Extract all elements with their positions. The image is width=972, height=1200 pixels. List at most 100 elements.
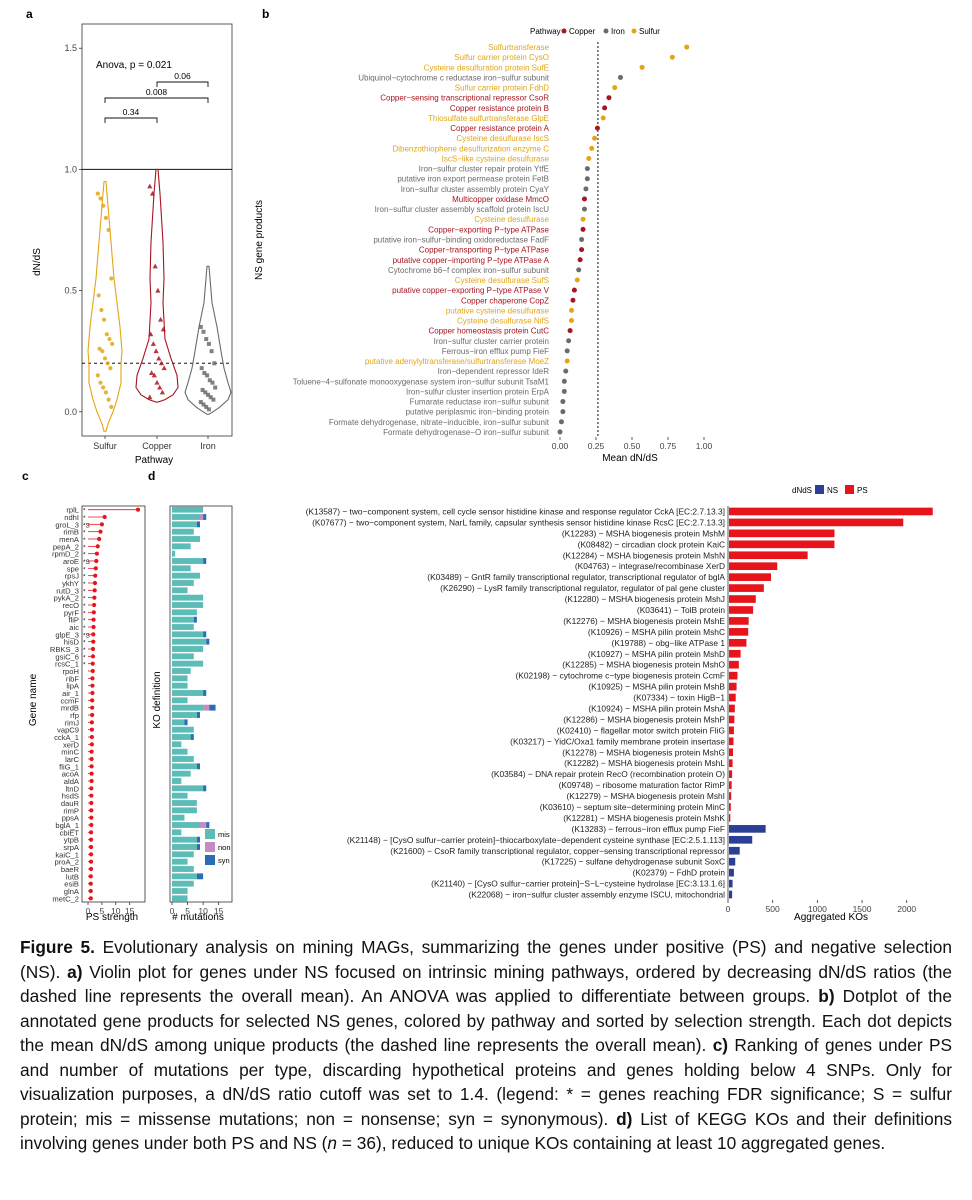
panel-c-frame bbox=[81, 505, 146, 903]
gene-name-label: RBKS_3 bbox=[50, 645, 79, 654]
mutation-bar-mis bbox=[172, 712, 197, 718]
gene-name-label: proA_2 bbox=[55, 858, 80, 867]
fdr-mark: * bbox=[83, 654, 86, 661]
ko-definition-label: (K04763) − integrase/recombinase XerD bbox=[575, 561, 725, 571]
gene-product-dot bbox=[583, 186, 589, 192]
ps-strength-dot bbox=[91, 624, 96, 630]
mutation-bar-mis bbox=[172, 660, 204, 667]
ko-definition-label: (K12279) − MSHA biogenesis protein MshI bbox=[566, 791, 725, 801]
iron-point bbox=[203, 390, 208, 395]
mutation-bar-mis bbox=[172, 558, 204, 564]
iron-point bbox=[198, 324, 203, 329]
gene-product-label: Sulfur carrier protein CysO bbox=[454, 53, 549, 62]
gene-product-dot bbox=[586, 155, 592, 161]
gene-name-label: pykA_2 bbox=[54, 594, 79, 603]
panel-c-ps-strength: Gene name PS strength rplL * ndhI * groL_3 *S… bbox=[28, 505, 146, 923]
significance-bracket bbox=[156, 81, 209, 87]
ps-strength-dot bbox=[89, 786, 94, 791]
panel-c-xtick-label: 0 bbox=[86, 906, 91, 916]
gene-name-label: pepA_2 bbox=[53, 542, 79, 551]
gene-name-label: baeR bbox=[61, 865, 80, 874]
ps-strength-dot bbox=[92, 588, 97, 593]
ko-bar-ps bbox=[729, 595, 756, 603]
gene-name-label: aic bbox=[69, 623, 79, 632]
gene-name-label: cbiET bbox=[60, 828, 80, 837]
legend-swatch-syn bbox=[205, 855, 215, 865]
fdr-mark: * bbox=[83, 640, 86, 647]
ko-definition-label: (K02410) − flagellar motor switch protei… bbox=[557, 725, 725, 735]
fdr-mark: * bbox=[83, 618, 86, 625]
fdr-mark: * bbox=[83, 610, 86, 617]
panel-c2-xtick-label: 0 bbox=[170, 906, 175, 916]
legend-label-copper: Copper bbox=[569, 27, 596, 36]
legend-swatch-ps bbox=[845, 485, 854, 494]
ko-bar-ns bbox=[729, 890, 733, 899]
mutation-bar-syn bbox=[203, 514, 207, 520]
fdr-mark: * bbox=[83, 603, 86, 610]
copper-point bbox=[147, 394, 153, 400]
iron-point bbox=[207, 378, 212, 383]
ko-bar-ps bbox=[729, 726, 734, 735]
mutation-bar-mis bbox=[172, 844, 197, 850]
mutation-bar-mis bbox=[172, 814, 185, 821]
ps-strength-dot bbox=[89, 793, 94, 798]
copper-point bbox=[158, 316, 164, 322]
panel-c2-xlabel: # mutations bbox=[172, 912, 224, 923]
ko-definition-label: (K19788) − obg−like ATPase 1 bbox=[612, 638, 726, 648]
ko-bar-ps bbox=[729, 529, 835, 538]
caption-text-6: = 36), reduced to unique KOs containing … bbox=[337, 1133, 886, 1153]
copper-point bbox=[150, 341, 156, 346]
gene-name-label: gsiC_6 bbox=[55, 652, 79, 661]
panel-c2-xtick-label: 15 bbox=[214, 906, 224, 916]
mutation-bar-mis bbox=[172, 528, 194, 535]
gene-name-label: groL_3 bbox=[55, 520, 79, 529]
sulfur-point bbox=[106, 227, 111, 233]
iron-point bbox=[206, 407, 211, 412]
ko-bar-ps bbox=[729, 617, 749, 625]
mutation-bar-mis bbox=[172, 580, 194, 586]
copper-point bbox=[149, 190, 156, 196]
gene-product-dot bbox=[594, 125, 600, 131]
mutation-bar-syn bbox=[206, 822, 210, 828]
mutation-bar-syn bbox=[209, 704, 216, 711]
ko-definition-label: (K07334) − toxin HigB−1 bbox=[633, 693, 725, 703]
mutation-bar-mis bbox=[172, 851, 194, 858]
anova-label: Anova, p = 0.021 bbox=[96, 60, 172, 71]
caption-label-d: d) bbox=[616, 1108, 633, 1129]
ko-definition-label: (K10926) − MSHA pilin protein MshC bbox=[588, 627, 725, 637]
mutation-bar-mis bbox=[172, 536, 200, 542]
gene-product-dot bbox=[560, 409, 566, 415]
sulfur-point bbox=[102, 317, 107, 322]
gene-name-label: hisD bbox=[64, 638, 80, 647]
panel-a-ytick-label: 1.0 bbox=[64, 164, 77, 174]
gene-name-label: mrdB bbox=[61, 704, 79, 713]
mutation-bar-mis bbox=[172, 690, 204, 696]
gene-product-label: Sulfur carrier protein FdhD bbox=[455, 84, 549, 93]
panel-b-xlabel: Mean dN/dS bbox=[602, 453, 658, 464]
fdr-mark: * bbox=[83, 508, 86, 515]
sulfur-point bbox=[95, 373, 100, 378]
ps-strength-dot bbox=[88, 888, 93, 894]
mutation-bar-mis bbox=[172, 822, 200, 828]
mutation-bar-mis bbox=[172, 646, 204, 652]
legend-label-mis: mis bbox=[218, 830, 230, 839]
gene-product-label: Iron−sulfur cluster assembly protein Cya… bbox=[401, 185, 550, 194]
ko-definition-label: (K12280) − MSHA biogenesis protein MshJ bbox=[565, 594, 725, 604]
mutation-bar-syn bbox=[196, 836, 200, 843]
gene-product-label: Cysteine desulfurase bbox=[474, 215, 549, 224]
gene-name-label: fliP bbox=[68, 616, 79, 625]
gene-product-label: Thiosulfate sulfurtransferase GlpE bbox=[428, 114, 549, 123]
mutation-bar-mis bbox=[172, 866, 194, 872]
legend-swatch-ns bbox=[815, 485, 824, 494]
legend-label-sulfur: Sulfur bbox=[639, 27, 660, 36]
caption-figure-number: Figure 5. bbox=[20, 937, 95, 957]
ko-bar-ps bbox=[729, 507, 933, 516]
mutation-bar-mis bbox=[172, 682, 188, 689]
gene-product-dot bbox=[576, 267, 582, 273]
mutation-bar-syn bbox=[196, 763, 200, 770]
fdr-mark: * bbox=[83, 566, 86, 573]
ps-strength-dot bbox=[89, 800, 94, 806]
fdr-mark: * bbox=[83, 552, 86, 559]
caption-label-a: a) bbox=[67, 961, 83, 982]
ps-strength-dot bbox=[89, 764, 94, 769]
